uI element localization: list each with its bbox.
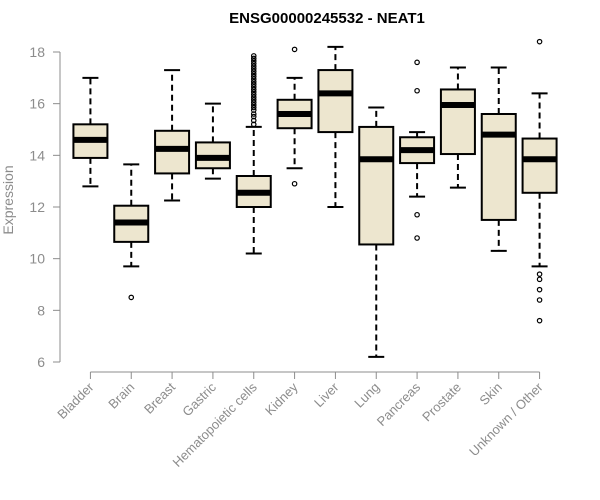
outlier-point [250,113,257,120]
box-iqr [521,137,558,194]
box-iqr [317,69,354,134]
box-group-lung [358,106,395,358]
boxes [72,38,558,358]
outlier-point [536,38,543,45]
outlier-point [414,59,420,66]
outlier-point [250,89,257,95]
outlier-point [250,94,257,101]
outlier-point [291,180,298,187]
outlier-point [250,99,257,106]
outlier-point [250,91,257,98]
box-group-breast [154,69,191,202]
outlier-point [250,63,257,70]
y-axis-label: Expression [0,165,16,234]
chart-title: ENSG00000245532 - NEAT1 [229,10,425,27]
box-iqr [358,125,395,246]
y-tick-label: 12 [29,199,45,215]
outlier-point [250,81,257,88]
box-group-pancreas [399,59,436,241]
x-tick-label: Unknown / Other [466,379,546,459]
outlier-point [250,78,257,85]
outlier-point [250,60,257,67]
outlier-point [250,73,257,80]
outlier-point [536,317,543,324]
outlier-point [414,87,420,94]
box-group-hematopoietic-cells [235,53,272,255]
box-group-skin [480,66,517,252]
y-tick-label: 16 [29,96,45,112]
outlier-point [250,53,257,59]
box-iqr [480,113,517,221]
x-tick-label: Pancreas [374,379,424,429]
box-group-brain [113,163,150,301]
outlier-point [250,102,257,108]
y-tick-label: 8 [37,302,45,318]
box-group-bladder [72,76,109,188]
outlier-point [250,65,257,72]
x-tick-label: Lung [351,380,382,411]
x-tick-label: Liver [311,379,342,410]
outlier-point [536,286,543,293]
outlier-point [250,107,257,113]
x-tick-label: Breast [141,379,178,416]
outlier-point [250,55,257,62]
outlier-point [536,271,543,277]
x-tick-label: Prostate [419,380,464,425]
y-tick-label: 6 [37,354,45,370]
outlier-point [128,294,135,301]
x-tick-label: Gastric [179,379,219,419]
outlier-point [250,68,257,75]
outlier-point [250,58,257,64]
box-group-gastric [194,102,231,180]
x-tick-label: Skin [476,380,504,408]
box-group-prostate [439,66,476,189]
x-tick-label: Bladder [54,379,97,422]
outlier-point [414,211,420,218]
x-tick-label: Brain [105,380,137,412]
x-tick-label: Kidney [262,379,301,418]
outlier-point [250,76,257,82]
y-tick-label: 10 [29,251,45,267]
y-tick-label: 18 [29,44,45,60]
outlier-point [414,235,420,241]
outlier-point [536,276,543,283]
box-iqr [439,88,476,156]
outlier-point [250,96,257,103]
box-iqr [154,129,191,175]
box-group-kidney [276,46,313,187]
outlier-point [250,104,257,111]
outlier-point [250,84,257,90]
outlier-point [536,297,543,303]
outlier-point [291,46,298,53]
outlier-point [250,86,257,93]
outlier-point [250,71,257,77]
y-tick-label: 14 [29,147,45,163]
box-group-unknown-other [521,38,558,324]
box-group-liver [317,45,354,208]
